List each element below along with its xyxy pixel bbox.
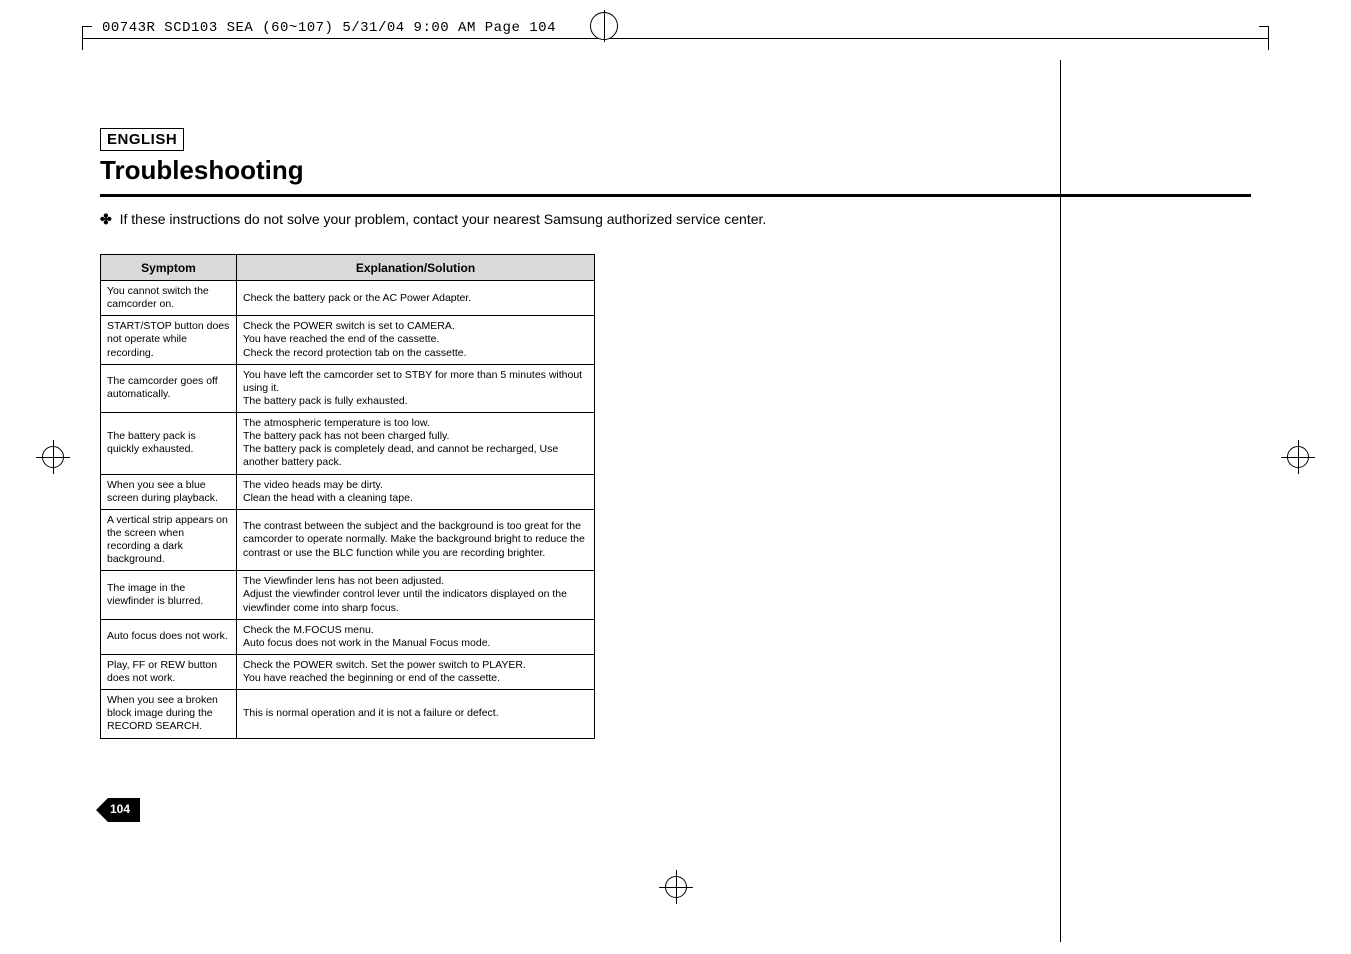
intro-line: ✤ If these instructions do not solve you… [100,211,1251,228]
cell-symptom: Auto focus does not work. [101,619,237,654]
cell-explanation: This is normal operation and it is not a… [237,690,595,738]
th-symptom: Symptom [101,255,237,281]
registration-mark-left [36,440,70,474]
intro-bullet: ✤ [100,211,112,227]
cell-explanation: Check the POWER switch. Set the power sw… [237,654,595,689]
page-header: ENGLISH Troubleshooting ✤ If these instr… [100,128,1251,228]
table-row: When you see a blue screen during playba… [101,474,595,509]
cell-symptom: The camcorder goes off automatically. [101,364,237,412]
cell-symptom: When you see a broken block image during… [101,690,237,738]
cell-symptom: The battery pack is quickly exhausted. [101,413,237,475]
table-row: A vertical strip appears on the screen w… [101,509,595,571]
print-slug: 00743R SCD103 SEA (60~107) 5/31/04 9:00 … [82,26,1269,50]
page-number-tab: 104 [96,798,140,822]
cell-symptom: A vertical strip appears on the screen w… [101,509,237,571]
cell-explanation: Check the battery pack or the AC Power A… [237,281,595,316]
table-row: The camcorder goes off automatically.You… [101,364,595,412]
intro-text: If these instructions do not solve your … [120,211,767,227]
cell-symptom: The image in the viewfinder is blurred. [101,571,237,619]
cell-explanation: The contrast between the subject and the… [237,509,595,571]
slug-rule [82,38,1269,39]
slug-page-mark [590,12,618,40]
slug-text: 00743R SCD103 SEA (60~107) 5/31/04 9:00 … [96,20,562,36]
table-row: When you see a broken block image during… [101,690,595,738]
language-box: ENGLISH [100,128,184,151]
gutter-line-bottom [1060,740,1061,942]
title-rule [100,194,1251,197]
table-row: START/STOP button does not operate while… [101,316,595,364]
registration-mark-right [1281,440,1315,474]
troubleshooting-table-wrap: Symptom Explanation/Solution You cannot … [100,254,594,739]
table-row: You cannot switch the camcorder on.Check… [101,281,595,316]
cell-explanation: You have left the camcorder set to STBY … [237,364,595,412]
cell-explanation: The Viewfinder lens has not been adjuste… [237,571,595,619]
cell-explanation: Check the POWER switch is set to CAMERA.… [237,316,595,364]
cell-explanation: Check the M.FOCUS menu.Auto focus does n… [237,619,595,654]
cell-explanation: The video heads may be dirty.Clean the h… [237,474,595,509]
cell-symptom: Play, FF or REW button does not work. [101,654,237,689]
cell-explanation: The atmospheric temperature is too low.T… [237,413,595,475]
table-row: Auto focus does not work.Check the M.FOC… [101,619,595,654]
page-title: Troubleshooting [100,155,1251,186]
cell-symptom: START/STOP button does not operate while… [101,316,237,364]
table-row: The image in the viewfinder is blurred.T… [101,571,595,619]
cell-symptom: You cannot switch the camcorder on. [101,281,237,316]
page-number: 104 [110,802,130,816]
cell-symptom: When you see a blue screen during playba… [101,474,237,509]
registration-mark-bottom [659,870,693,904]
th-explanation: Explanation/Solution [237,255,595,281]
table-row: Play, FF or REW button does not work.Che… [101,654,595,689]
table-row: The battery pack is quickly exhausted.Th… [101,413,595,475]
troubleshooting-table: Symptom Explanation/Solution You cannot … [100,254,595,739]
table-header-row: Symptom Explanation/Solution [101,255,595,281]
